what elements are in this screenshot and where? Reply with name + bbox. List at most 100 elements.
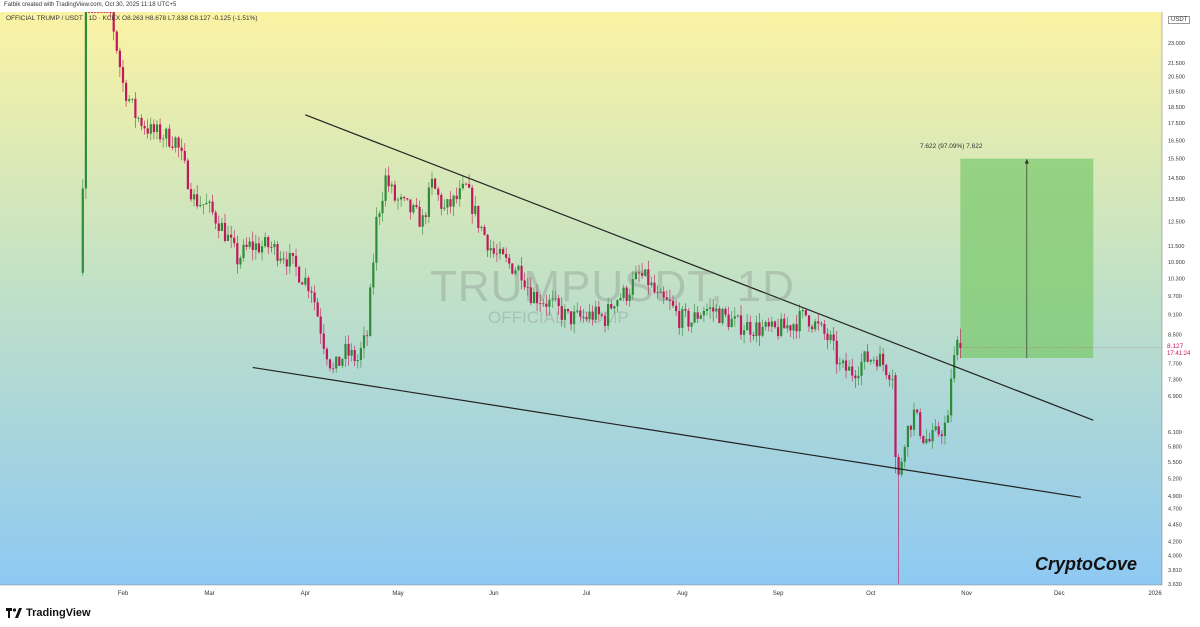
candle-body	[671, 301, 675, 306]
candle-body	[548, 299, 551, 307]
candle-body	[260, 246, 264, 253]
candle-body	[869, 359, 872, 362]
candle-body	[520, 265, 523, 281]
x-tick-label: 2026	[1148, 591, 1162, 597]
candle-body	[353, 350, 356, 362]
candle-body	[455, 195, 458, 200]
candle-body	[909, 425, 912, 430]
candle-body	[838, 363, 841, 365]
candle-body	[502, 248, 505, 255]
currency-unit[interactable]: USDT	[1168, 16, 1191, 24]
tradingview-logo[interactable]: TradingView	[6, 607, 91, 619]
price-axis-panel	[1162, 12, 1200, 585]
symbol-watermark: TRUMPUSDT, 1D	[430, 262, 796, 311]
candle-body	[752, 334, 755, 336]
candle-body	[498, 248, 502, 254]
candle-body	[566, 309, 570, 312]
candle-body	[248, 241, 251, 247]
candle-body	[804, 310, 807, 316]
candle-body	[328, 359, 332, 369]
candle-body	[743, 330, 746, 335]
candle-body	[878, 353, 882, 367]
candle-body	[412, 205, 415, 213]
candle-body	[724, 308, 727, 315]
candle-body	[137, 117, 140, 119]
x-tick-label: Jun	[489, 591, 499, 597]
y-tick-label: 15.500	[1168, 157, 1185, 163]
candle-body	[733, 316, 736, 319]
candle-body	[554, 298, 557, 300]
candle-body	[313, 292, 316, 303]
candle-body	[307, 277, 310, 292]
candle-body	[959, 343, 962, 348]
candle-body	[461, 183, 464, 189]
last-price-label: 8.127	[1167, 343, 1184, 350]
candle-body	[134, 98, 137, 118]
candle-body	[480, 226, 483, 228]
y-tick-label: 9.700	[1168, 294, 1182, 300]
candle-body	[239, 258, 242, 265]
candle-body	[761, 326, 764, 336]
candle-body	[517, 265, 520, 271]
candle-body	[875, 359, 879, 367]
candle-body	[344, 343, 347, 359]
y-tick-label: 7.700	[1168, 362, 1182, 368]
candle-body	[125, 82, 128, 101]
candle-body	[202, 204, 205, 206]
y-tick-label: 5.800	[1168, 445, 1182, 451]
candle-body	[427, 187, 430, 217]
candle-body	[715, 308, 718, 312]
x-tick-label: Oct	[866, 591, 876, 597]
candle-body	[582, 316, 585, 318]
candle-body	[279, 258, 282, 261]
candle-body	[758, 322, 761, 336]
upper-trendline[interactable]	[305, 114, 1094, 421]
candle-body	[205, 202, 208, 205]
candle-body	[109, 12, 112, 13]
y-tick-label: 4.700	[1168, 506, 1182, 512]
candle-body	[381, 200, 384, 214]
candle-body	[535, 291, 539, 304]
symbol-legend[interactable]: OFFICIAL TRUMP / USDT · 1D · KCEX O8.263…	[6, 15, 258, 22]
candle-body	[551, 298, 554, 300]
candle-body	[569, 311, 573, 325]
candle-body	[121, 67, 125, 83]
candle-body	[84, 12, 87, 189]
candle-body	[223, 222, 227, 241]
y-tick-label: 4.200	[1168, 539, 1182, 545]
candle-body	[230, 234, 233, 238]
candle-body	[440, 194, 443, 209]
candle-body	[341, 359, 344, 366]
candle-body	[922, 435, 925, 443]
lower-trendline[interactable]	[252, 366, 1081, 498]
candle-body	[659, 291, 662, 293]
candle-body	[242, 244, 245, 258]
candle-body	[826, 333, 829, 341]
candle-body	[347, 343, 350, 356]
candle-body	[699, 315, 702, 319]
candle-body	[891, 379, 894, 380]
candle-body	[91, 12, 94, 13]
candle-body	[97, 12, 100, 13]
candle-body	[393, 184, 396, 201]
candle-body	[764, 322, 767, 327]
candle-body	[860, 361, 863, 376]
candle-body	[817, 321, 820, 324]
footer	[0, 600, 1200, 627]
candle-body	[814, 321, 817, 330]
x-tick-label: Mar	[204, 591, 214, 597]
candle-body	[359, 348, 362, 360]
candle-body	[647, 269, 650, 286]
candle-body	[199, 205, 202, 207]
candle-body	[786, 325, 789, 329]
candle-body	[854, 375, 857, 379]
candle-body	[282, 258, 285, 260]
candle-body	[634, 272, 637, 280]
candle-body	[619, 298, 622, 301]
candle-body	[736, 315, 739, 317]
candle-body	[820, 323, 823, 325]
candle-body	[285, 259, 288, 267]
candle-body	[625, 287, 628, 301]
candle-body	[829, 334, 832, 341]
